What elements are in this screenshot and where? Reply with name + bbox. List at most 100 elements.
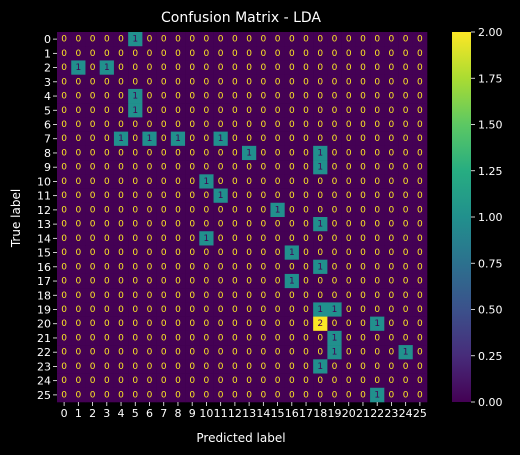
cell-value-label: 0 (317, 248, 323, 258)
cell-value-label: 0 (303, 248, 309, 258)
cell-value-label: 0 (61, 390, 67, 400)
cell-value-label: 0 (246, 177, 252, 187)
heatmap-cell (156, 288, 172, 303)
heatmap-cell (355, 302, 371, 317)
heatmap-cell (341, 330, 357, 346)
cell-value-label: 0 (104, 277, 110, 287)
cell-value-label: 0 (289, 177, 295, 187)
cell-value-label: 0 (303, 390, 309, 400)
heatmap-cell (370, 373, 385, 389)
cell-value-label: 0 (275, 177, 281, 187)
heatmap-cell (85, 259, 100, 275)
cell-value-label: 0 (289, 376, 295, 386)
heatmap-cell (113, 160, 129, 175)
heatmap-cell (284, 88, 300, 104)
cell-value-label: 0 (175, 120, 181, 130)
cell-value-label: 0 (61, 106, 67, 116)
cell-value-label: 0 (61, 234, 67, 244)
heatmap-cell (128, 316, 143, 332)
cell-value-label: 0 (332, 248, 338, 258)
heatmap-cell (370, 117, 385, 132)
cell-value-label: 1 (75, 63, 81, 73)
heatmap-cell (227, 373, 243, 389)
heatmap-cell (213, 60, 229, 75)
heatmap-cell (199, 245, 214, 260)
heatmap-cell (142, 288, 157, 303)
cell-value-label: 0 (346, 77, 352, 87)
cell-value-label: 0 (147, 77, 153, 87)
heatmap-cell (242, 288, 257, 303)
cell-value-label: 0 (61, 277, 67, 287)
y-tick-label: 21 (37, 332, 51, 345)
heatmap-cell (327, 32, 342, 47)
heatmap-cell (57, 117, 72, 132)
colorbar-tick-label: 0.25 (478, 350, 503, 363)
heatmap-cell (85, 231, 100, 246)
heatmap-cell (298, 202, 314, 218)
cell-value-label: 0 (417, 319, 423, 329)
cell-value-label: 0 (360, 205, 366, 215)
heatmap-cell (156, 245, 172, 260)
y-tick-label: 10 (37, 175, 51, 188)
heatmap-cell (185, 345, 200, 360)
cell-value-label: 0 (118, 291, 124, 301)
cell-value-label: 0 (317, 106, 323, 116)
cell-value-label: 0 (104, 319, 110, 329)
cell-value-label: 0 (132, 77, 138, 87)
heatmap-cell (384, 74, 399, 90)
cell-value-label: 1 (317, 220, 323, 230)
heatmap-cell (170, 32, 186, 47)
heatmap-cell (142, 373, 157, 389)
cell-value-label: 0 (61, 205, 67, 215)
heatmap-cell (57, 74, 72, 90)
heatmap-cell (284, 202, 300, 218)
cell-value-label: 0 (403, 376, 409, 386)
cell-value-label: 0 (417, 305, 423, 315)
heatmap-cell (128, 202, 143, 218)
x-tick-label: 20 (342, 407, 356, 420)
heatmap-cell (270, 131, 285, 147)
y-tick-label: 16 (37, 261, 51, 274)
heatmap-cell (270, 259, 285, 275)
heatmap-cell (113, 174, 129, 189)
cell-value-label: 0 (75, 92, 81, 102)
cell-value-label: 0 (147, 177, 153, 187)
heatmap-cell (398, 373, 414, 389)
cell-value-label: 0 (132, 177, 138, 187)
cell-value-label: 0 (360, 177, 366, 187)
cell-value-label: 0 (374, 148, 380, 158)
cell-value-label: 0 (317, 120, 323, 130)
heatmap-cell (284, 74, 300, 90)
heatmap-cell (227, 359, 243, 374)
heatmap-cell (370, 174, 385, 189)
cell-value-label: 0 (218, 376, 224, 386)
y-tick-label: 22 (37, 346, 51, 359)
heatmap-cell (256, 245, 271, 260)
heatmap-cell (85, 145, 100, 161)
heatmap-cell (99, 373, 115, 389)
heatmap-cell (327, 245, 342, 260)
cell-value-label: 0 (346, 376, 352, 386)
heatmap-cell (384, 217, 399, 232)
heatmap-cell (242, 74, 257, 90)
heatmap-cell (412, 245, 428, 260)
cell-value-label: 0 (147, 106, 153, 116)
heatmap-cell (213, 316, 229, 332)
heatmap-cell (156, 160, 172, 175)
cell-value-label: 0 (374, 92, 380, 102)
cell-value-label: 0 (104, 148, 110, 158)
heatmap-cell (170, 160, 186, 175)
cell-value-label: 0 (104, 291, 110, 301)
cell-value-label: 0 (260, 63, 266, 73)
heatmap-cell (412, 160, 428, 175)
heatmap-cell (156, 46, 172, 61)
heatmap-cell (57, 174, 72, 189)
cell-value-label: 0 (374, 177, 380, 187)
heatmap-cell (99, 302, 115, 317)
cell-value-label: 0 (417, 148, 423, 158)
heatmap-cell (185, 74, 200, 90)
cell-value-label: 0 (61, 120, 67, 130)
heatmap-cell (270, 174, 285, 189)
cell-value-label: 0 (374, 134, 380, 144)
cell-value-label: 0 (360, 77, 366, 87)
